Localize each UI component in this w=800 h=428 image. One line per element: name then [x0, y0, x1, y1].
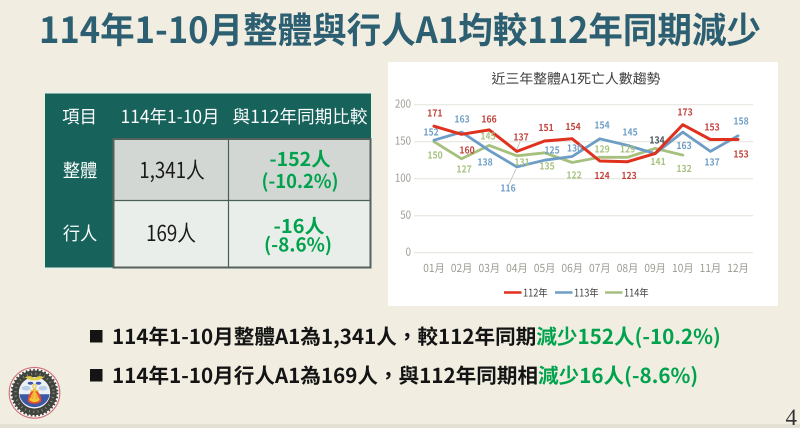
svg-text:4: 4	[786, 405, 798, 428]
